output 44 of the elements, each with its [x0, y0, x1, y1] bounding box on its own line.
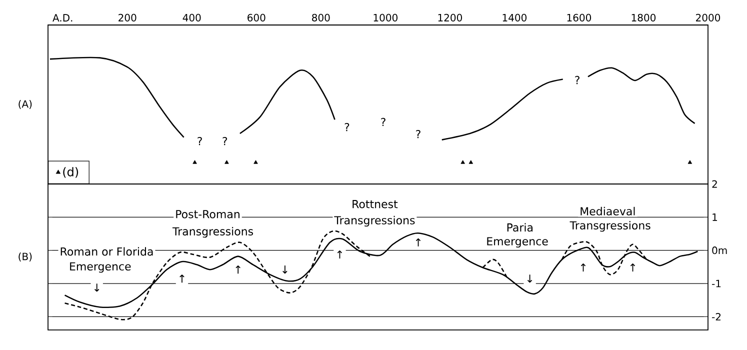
annotation: ↑: [580, 263, 586, 272]
annotation: Roman or Florida: [60, 247, 153, 256]
legend-label: (d): [63, 167, 78, 178]
y-tick-label: 2: [712, 180, 717, 188]
x-tick-label: 400: [182, 14, 201, 22]
annotation: Transgressions: [570, 221, 650, 232]
annotation: ?: [381, 118, 386, 126]
annotation: ↓: [282, 266, 288, 274]
x-tick-label: 2000: [696, 14, 720, 22]
x-tick-label: 600: [248, 14, 266, 22]
annotation: ?: [416, 130, 420, 138]
x-tick-label: 800: [312, 14, 330, 22]
annotation: ↑: [416, 238, 421, 246]
annotation: Emergence: [487, 237, 548, 248]
y-tick-label: 1: [712, 214, 717, 221]
x-tick-label: 1200: [438, 14, 462, 22]
x-tick-label: 1800: [632, 14, 656, 22]
annotation: ↓: [527, 274, 532, 283]
y-tick-label: -2: [712, 312, 720, 320]
annotation: Rottnest: [352, 200, 398, 208]
annotation: ?: [198, 136, 202, 146]
annotation: Emergence: [70, 262, 131, 273]
x-tick-label: 1400: [502, 14, 527, 22]
x-tick-label: 1000: [374, 14, 398, 22]
annotation: Transgressions: [172, 226, 254, 238]
annotation: ↓: [94, 284, 100, 292]
annotation: ↑: [337, 250, 342, 259]
y-axis-title: (A): [18, 100, 32, 109]
y-tick-label: 0m: [712, 246, 727, 254]
annotation: Transgressions: [334, 216, 415, 227]
x-tick-label: 200: [118, 14, 136, 22]
annotation: ?: [575, 76, 580, 84]
annotation: Paria: [507, 223, 533, 232]
annotation: ?: [222, 136, 228, 146]
annotation: ↑: [630, 263, 636, 272]
annotation: ↑: [236, 266, 240, 274]
annotation: ?: [344, 122, 350, 132]
x-tick-label: A.D.: [52, 14, 72, 22]
y-tick-label: -1: [712, 280, 721, 288]
annotation: Mediaeval: [580, 206, 635, 216]
annotation: Post-Roman: [176, 210, 240, 218]
x-tick-label: 1600: [567, 14, 592, 22]
annotation: ↑: [180, 274, 184, 283]
y-axis-title: (B): [18, 252, 32, 262]
